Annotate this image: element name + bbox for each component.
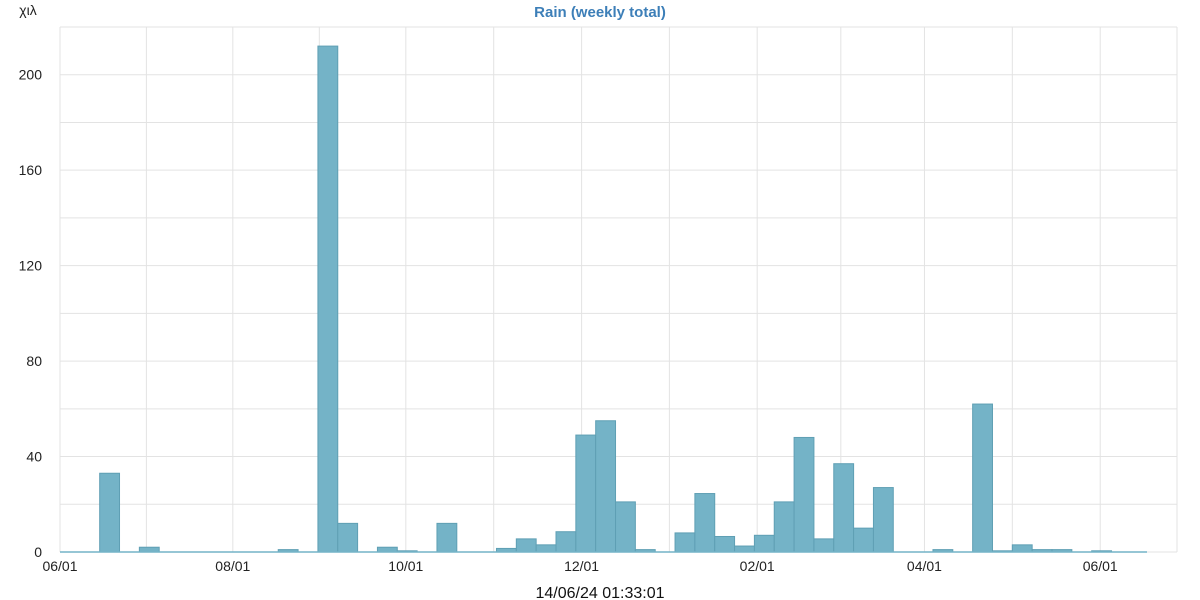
bars (60, 45, 1147, 553)
bar (317, 45, 339, 553)
bar (753, 534, 775, 553)
y-tick-label: 40 (26, 449, 42, 465)
x-tick-label: 08/01 (215, 558, 250, 574)
x-tick-label: 06/01 (42, 558, 77, 574)
bar (436, 522, 458, 553)
y-tick-label: 0 (34, 544, 42, 560)
bar (833, 463, 855, 553)
x-axis-label: 14/06/24 01:33:01 (535, 585, 664, 600)
y-tick-label: 120 (19, 258, 43, 274)
bar (773, 501, 795, 553)
bar (575, 434, 597, 553)
x-tick-label: 02/01 (740, 558, 775, 574)
bar (535, 544, 557, 553)
bar (813, 538, 835, 553)
y-tick-label: 80 (26, 353, 42, 369)
bar (793, 436, 815, 553)
x-tick-label: 10/01 (388, 558, 423, 574)
x-tick-label: 06/01 (1083, 558, 1118, 574)
y-tick-label: 200 (19, 67, 43, 83)
y-axis-label: χιλ (19, 2, 36, 18)
bar (515, 538, 537, 553)
y-tick-label: 160 (19, 162, 43, 178)
bar (872, 487, 894, 553)
bar (694, 493, 716, 553)
bar (595, 420, 617, 553)
bar (972, 403, 993, 553)
bar (555, 531, 577, 553)
grid-lines (59, 26, 1178, 553)
bar (337, 522, 359, 553)
bar (734, 545, 755, 553)
x-tick-labels: 06/01 08/01 10/01 12/01 02/01 04/01 06/01 (42, 558, 1117, 574)
x-tick-label: 04/01 (907, 558, 942, 574)
bar (853, 527, 874, 553)
bar (1011, 544, 1033, 553)
x-tick-label: 12/01 (564, 558, 599, 574)
chart-title: Rain (weekly total) (534, 4, 666, 21)
bar (99, 472, 121, 553)
bar (674, 532, 696, 553)
bar (615, 501, 636, 553)
bar (714, 535, 736, 553)
y-tick-labels: 0 40 80 120 160 200 (19, 67, 43, 560)
